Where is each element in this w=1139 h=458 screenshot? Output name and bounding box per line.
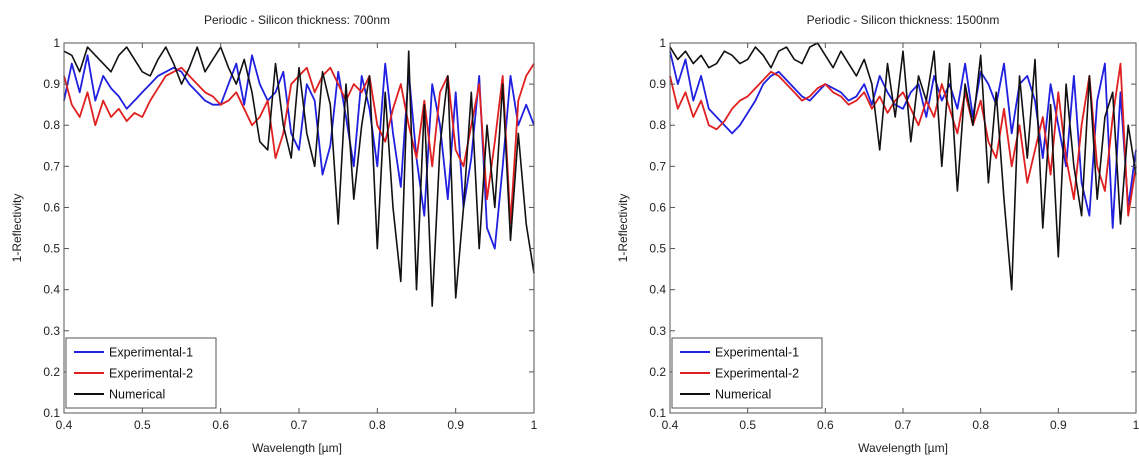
x-tick-label: 1 — [531, 418, 538, 432]
chart-panel-700nm: Periodic - Silicon thickness: 700nm 0.4 0… — [10, 13, 538, 455]
legend-label: Experimental-1 — [715, 346, 799, 360]
x-tick-label: 0.4 — [662, 418, 679, 432]
legend-label: Numerical — [109, 388, 165, 402]
x-tick-label: 0.7 — [895, 418, 912, 432]
series-line-numerical — [63, 46, 535, 307]
y-tick-label: 0.4 — [649, 283, 666, 297]
x-axis-label: Wavelength [µm] — [858, 441, 948, 455]
y-tick-label: 0.1 — [43, 406, 60, 420]
y-tick-label: 0.7 — [43, 159, 60, 173]
legend-label: Experimental-2 — [109, 367, 193, 381]
y-axis-label: 1-Reflectivity — [616, 194, 630, 263]
chart-title: Periodic - Silicon thickness: 700nm — [204, 13, 390, 27]
x-tick-label: 0.9 — [1050, 418, 1067, 432]
y-tick-label: 0.5 — [43, 242, 60, 256]
y-tick-label: 1 — [659, 36, 666, 50]
y-tick-label: 0.8 — [43, 118, 60, 132]
series-layer — [63, 46, 535, 307]
y-tick-label: 0.3 — [649, 324, 666, 338]
y-tick-label: 0.2 — [43, 365, 60, 379]
series-line-experimental-2 — [669, 62, 1137, 217]
chart-panel-1500nm: Periodic - Silicon thickness: 1500nm 0.4… — [616, 13, 1139, 455]
y-tick-label: 0.3 — [43, 324, 60, 338]
legend-label: Experimental-1 — [109, 346, 193, 360]
series-line-experimental-1 — [63, 54, 535, 250]
x-tick-label: 0.8 — [369, 418, 386, 432]
y-tick-label: 0.5 — [649, 242, 666, 256]
y-tick-label: 0.8 — [649, 118, 666, 132]
y-tick-label: 0.4 — [43, 283, 60, 297]
y-tick-label: 0.2 — [649, 365, 666, 379]
y-axis-label: 1-Reflectivity — [10, 194, 24, 263]
x-tick-label: 0.4 — [56, 418, 73, 432]
x-tick-label: 0.7 — [291, 418, 308, 432]
axis-ticks: 0.4 0.5 0.6 0.7 0.8 0.9 1 0.1 0.2 0.3 0.4 0.5 0.6 0.7… — [43, 36, 537, 432]
x-tick-label: 0.6 — [212, 418, 229, 432]
series-line-experimental-1 — [669, 50, 1137, 229]
x-tick-label: 1 — [1133, 418, 1139, 432]
x-axis-label: Wavelength [µm] — [252, 441, 342, 455]
y-tick-label: 0.6 — [649, 200, 666, 214]
x-tick-label: 0.6 — [817, 418, 834, 432]
y-tick-label: 1 — [53, 36, 60, 50]
legend-label: Experimental-2 — [715, 367, 799, 381]
y-tick-label: 0.9 — [649, 77, 666, 91]
legend: Experimental-1 Experimental-2 Numerical — [671, 337, 823, 409]
y-tick-label: 0.1 — [649, 406, 666, 420]
x-tick-label: 0.8 — [972, 418, 989, 432]
series-layer — [669, 42, 1137, 291]
y-tick-label: 0.9 — [43, 77, 60, 91]
series-line-numerical — [669, 42, 1137, 291]
legend: Experimental-1 Experimental-2 Numerical — [65, 337, 217, 409]
legend-label: Numerical — [715, 388, 771, 402]
y-tick-label: 0.6 — [43, 200, 60, 214]
x-tick-label: 0.5 — [134, 418, 151, 432]
y-tick-label: 0.7 — [649, 159, 666, 173]
chart-title: Periodic - Silicon thickness: 1500nm — [807, 13, 1000, 27]
x-tick-label: 0.9 — [447, 418, 464, 432]
x-tick-label: 0.5 — [739, 418, 756, 432]
